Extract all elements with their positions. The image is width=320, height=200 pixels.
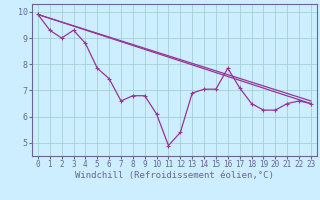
X-axis label: Windchill (Refroidissement éolien,°C): Windchill (Refroidissement éolien,°C) (75, 171, 274, 180)
